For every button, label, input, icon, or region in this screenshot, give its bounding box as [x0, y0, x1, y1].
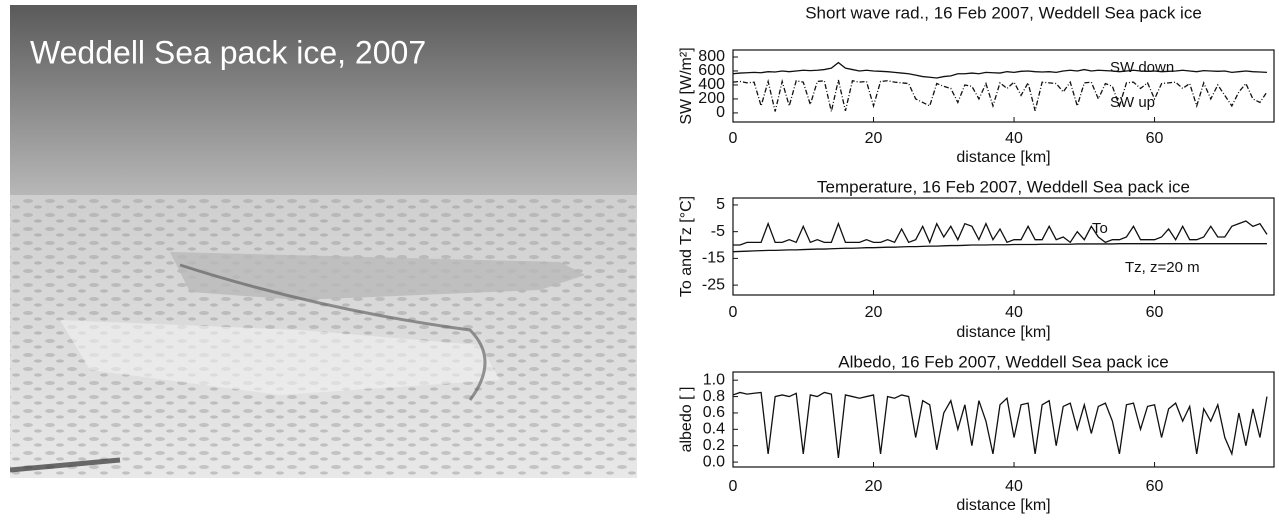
y-tick-label: -25: [702, 276, 725, 293]
y-tick-label: 0.8: [703, 388, 725, 405]
y-tick-label: 400: [698, 76, 725, 93]
y-tick-label: -15: [702, 250, 725, 267]
y-tick-label: 600: [698, 62, 725, 79]
x-tick-label: 20: [865, 478, 883, 495]
chart-title: Temperature, 16 Feb 2007, Weddell Sea pa…: [817, 177, 1190, 196]
data-line: [732, 78, 1268, 112]
x-axis-label: distance [km]: [956, 497, 1050, 514]
data-line: [732, 391, 1268, 459]
series-label: SW up: [1110, 94, 1155, 111]
x-tick-label: 0: [729, 130, 738, 147]
x-axis-label: distance [km]: [956, 324, 1050, 341]
y-tick-label: 0: [716, 104, 725, 121]
x-tick-label: 20: [865, 130, 883, 147]
y-axis-label: To and Tz [°C]: [678, 196, 695, 297]
y-tick-label: 200: [698, 90, 725, 107]
y-tick-label: 0.6: [703, 404, 725, 421]
y-tick-label: 1.0: [703, 371, 725, 388]
x-tick-label: 40: [1005, 478, 1023, 495]
y-axis-label: SW [W/m²]: [678, 47, 695, 124]
plot-frame: [732, 371, 1275, 468]
x-tick-label: 0: [729, 304, 738, 321]
x-tick-label: 60: [1146, 478, 1164, 495]
x-tick-label: 40: [1005, 304, 1023, 321]
y-tick-label: -5: [711, 223, 725, 240]
chart-title: Albedo, 16 Feb 2007, Weddell Sea pack ic…: [838, 352, 1168, 371]
x-tick-label: 20: [865, 304, 883, 321]
y-tick-label: 800: [698, 48, 725, 65]
data-line: [732, 61, 1268, 79]
chart-title: Short wave rad., 16 Feb 2007, Weddell Se…: [805, 3, 1202, 22]
photo: [10, 5, 637, 478]
x-tick-label: 60: [1146, 304, 1164, 321]
plot-frame: [732, 49, 1275, 123]
y-tick-label: 0.4: [703, 421, 725, 438]
y-tick-label: 0.2: [703, 437, 725, 454]
x-tick-label: 0: [729, 478, 738, 495]
data-line: [733, 220, 1268, 246]
series-label: Tz, z=20 m: [1125, 259, 1200, 276]
series-label: To: [1092, 220, 1108, 237]
series-label: SW down: [1110, 59, 1174, 76]
plot-frame: [732, 197, 1275, 296]
x-axis-label: distance [km]: [956, 149, 1050, 166]
x-tick-label: 60: [1146, 130, 1164, 147]
y-axis-label: albedo [ ]: [678, 387, 695, 453]
y-tick-label: 5: [716, 196, 725, 213]
data-line: [732, 243, 1267, 253]
x-tick-label: 40: [1005, 130, 1023, 147]
y-tick-label: 0.0: [703, 453, 725, 470]
photo-caption: Weddell Sea pack ice, 2007: [30, 34, 426, 70]
